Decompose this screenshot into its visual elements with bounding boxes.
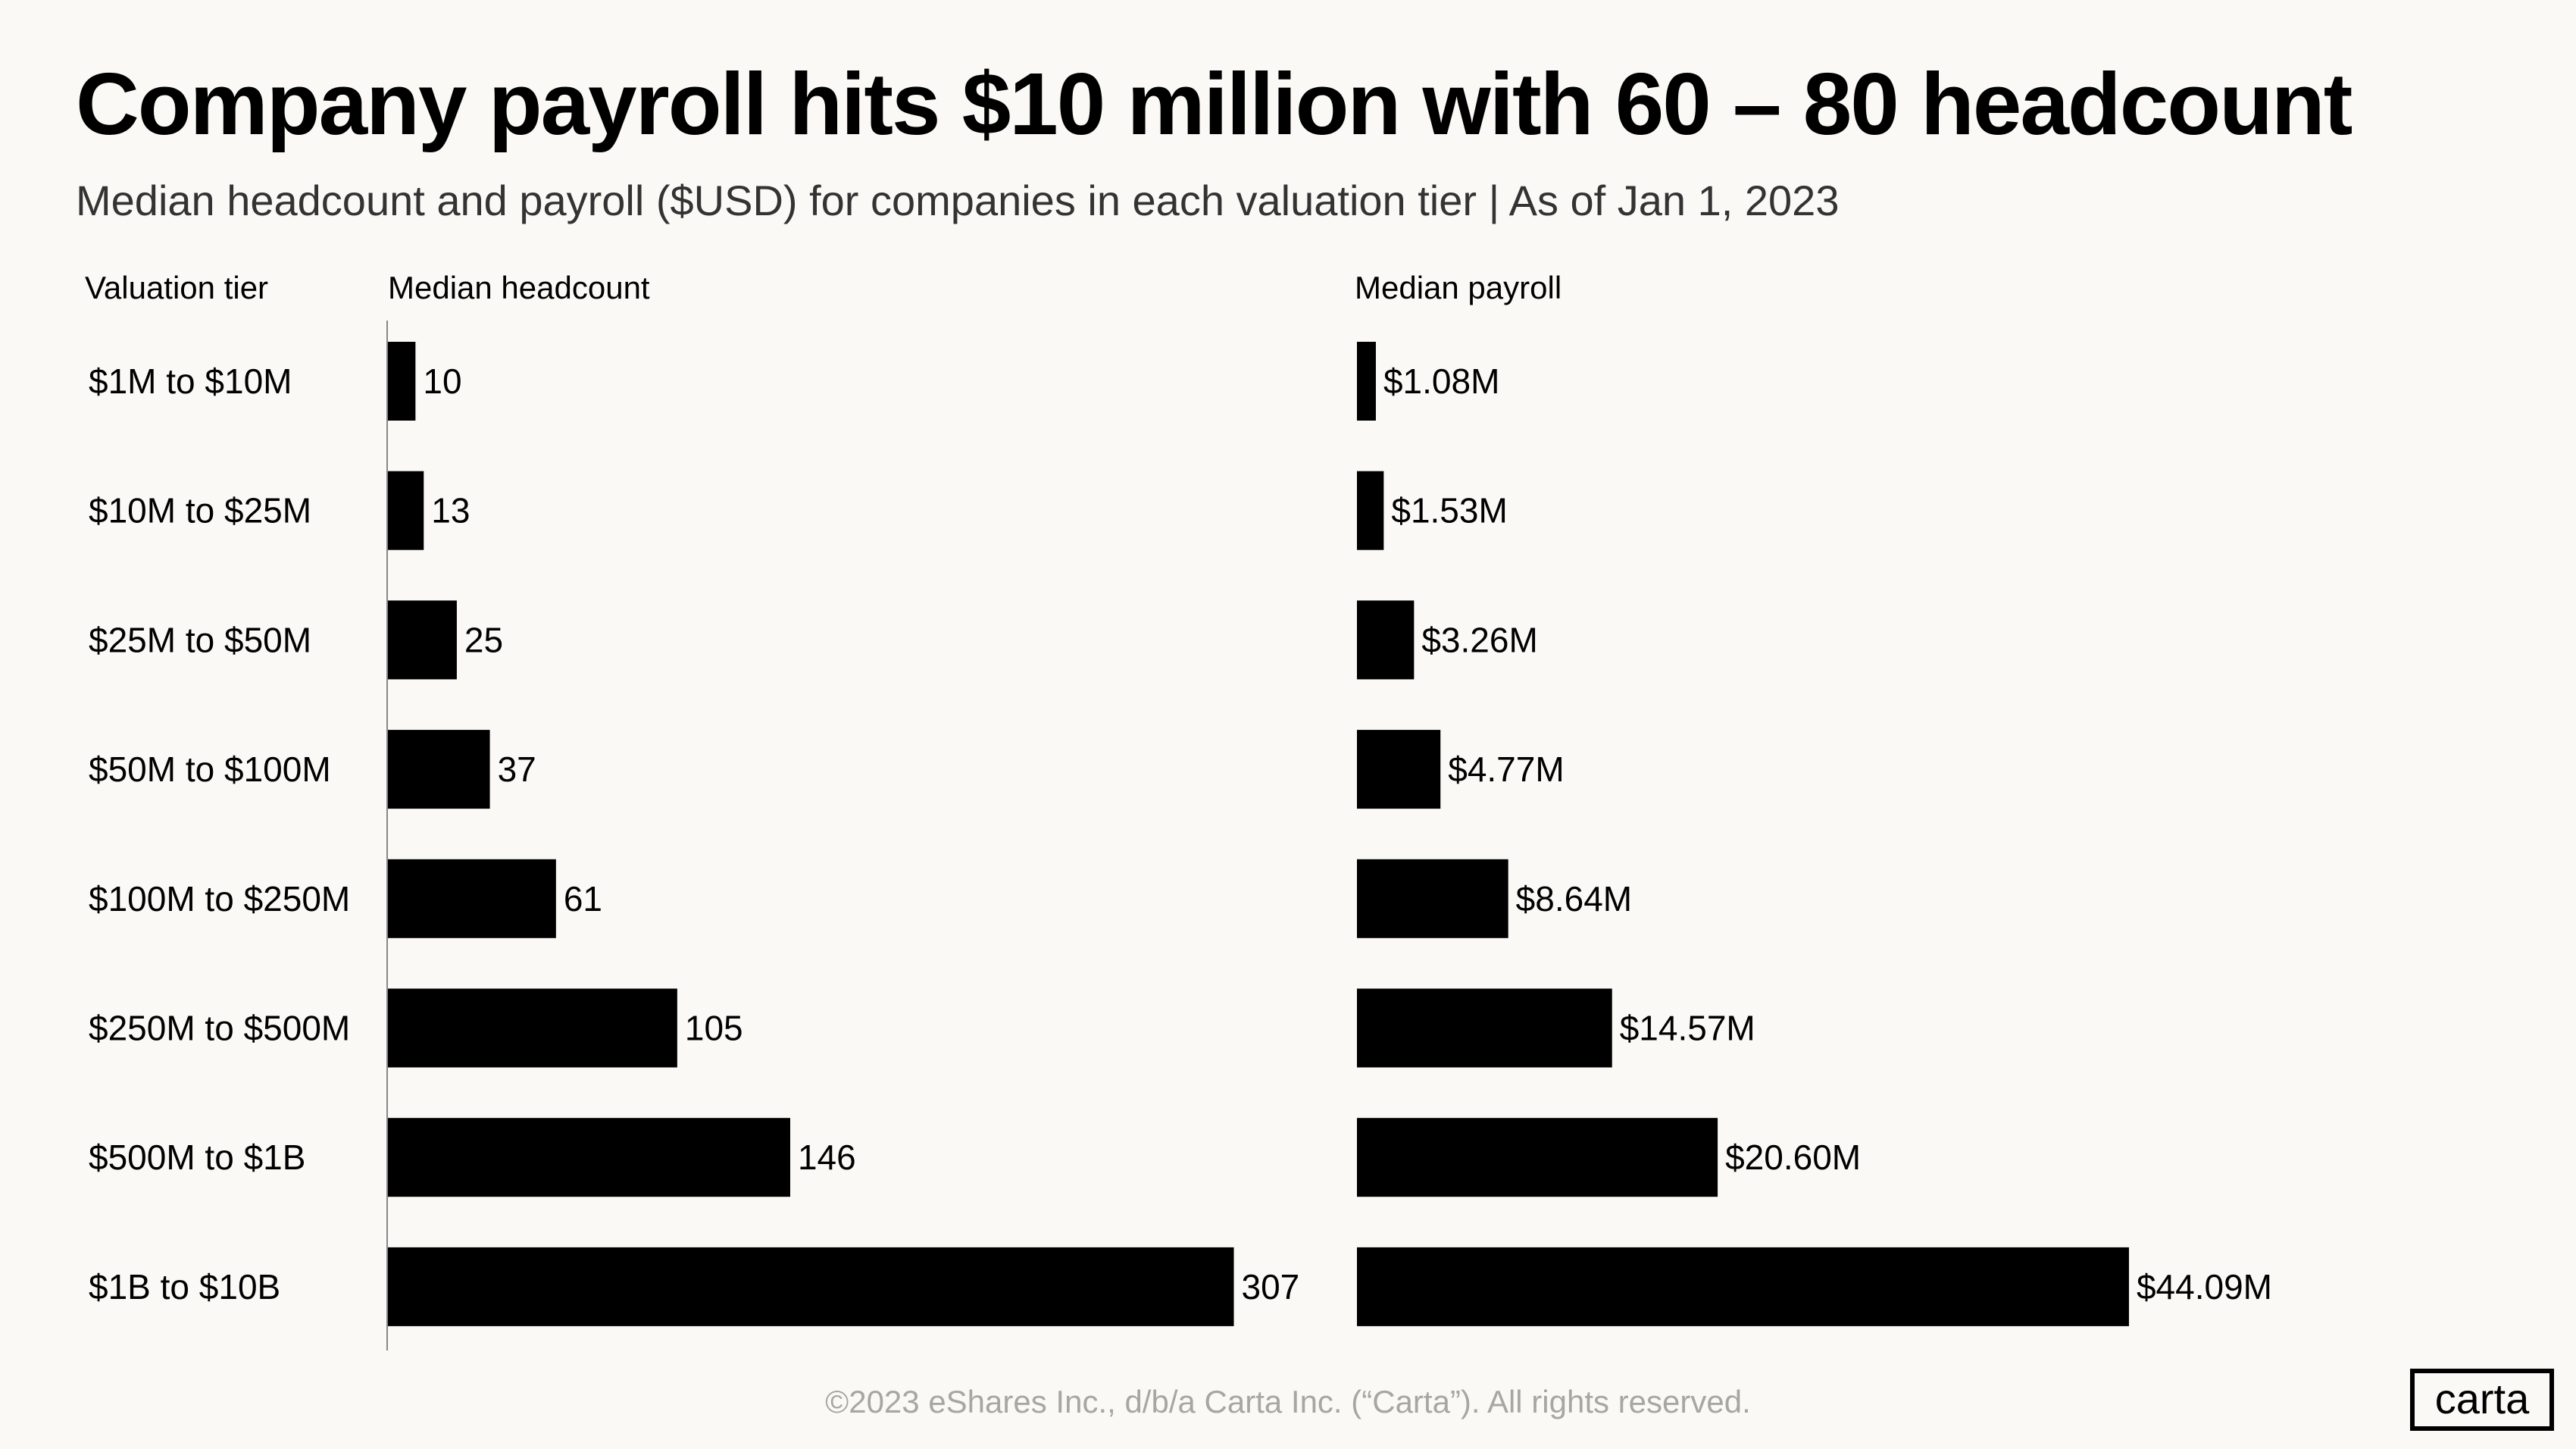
category-label: $100M to $250M: [89, 879, 350, 919]
headcount-value-label: 61: [564, 879, 602, 919]
category-label: $25M to $50M: [89, 620, 311, 659]
headcount-bar: [388, 342, 416, 421]
payroll-bar: [1357, 1118, 1718, 1197]
payroll-bar: [1357, 730, 1441, 809]
headcount-value-label: 10: [423, 361, 461, 401]
headcount-value-label: 37: [498, 750, 536, 789]
headcount-header: Median headcount: [388, 270, 650, 305]
category-header: Valuation tier: [85, 270, 269, 305]
headcount-bar: [388, 1247, 1234, 1326]
logo-text: carta: [2434, 1375, 2530, 1422]
copyright-footer: ©2023 eShares Inc., d/b/a Carta Inc. (“C…: [825, 1384, 1751, 1419]
category-label: $1M to $10M: [89, 361, 292, 401]
headcount-bar: [388, 730, 490, 809]
headcount-bar: [388, 988, 677, 1068]
headcount-bar: [388, 471, 424, 550]
payroll-bar: [1357, 859, 1508, 938]
payroll-value-label: $14.57M: [1620, 1009, 1755, 1048]
category-label: $1B to $10B: [89, 1267, 280, 1307]
headcount-bar: [388, 600, 457, 680]
payroll-value-label: $8.64M: [1516, 879, 1632, 919]
chart-subtitle: Median headcount and payroll ($USD) for …: [76, 177, 1840, 224]
payroll-value-label: $1.08M: [1383, 361, 1499, 401]
headcount-value-label: 13: [431, 491, 470, 530]
payroll-header: Median payroll: [1355, 270, 1562, 305]
payroll-bar: [1357, 988, 1612, 1068]
headcount-value-label: 105: [685, 1009, 743, 1048]
carta-logo: carta: [2410, 1369, 2554, 1431]
payroll-value-label: $1.53M: [1391, 491, 1507, 530]
payroll-bar: [1357, 1247, 2129, 1326]
payroll-bar: [1357, 471, 1384, 550]
payroll-bar: [1357, 600, 1415, 680]
headcount-value-label: 307: [1242, 1267, 1300, 1307]
category-label: $250M to $500M: [89, 1009, 350, 1048]
category-label: $50M to $100M: [89, 750, 331, 789]
payroll-value-label: $20.60M: [1725, 1138, 1861, 1177]
headcount-bar: [388, 859, 556, 938]
payroll-value-label: $3.26M: [1421, 620, 1537, 659]
category-label: $500M to $1B: [89, 1138, 305, 1177]
payroll-value-label: $44.09M: [2137, 1267, 2272, 1307]
payroll-bar: [1357, 342, 1376, 421]
chart-title: Company payroll hits $10 million with 60…: [76, 55, 2352, 153]
headcount-value-label: 146: [798, 1138, 856, 1177]
payroll-value-label: $4.77M: [1448, 750, 1564, 789]
category-label: $10M to $25M: [89, 491, 311, 530]
headcount-bar: [388, 1118, 790, 1197]
headcount-value-label: 25: [464, 620, 503, 659]
